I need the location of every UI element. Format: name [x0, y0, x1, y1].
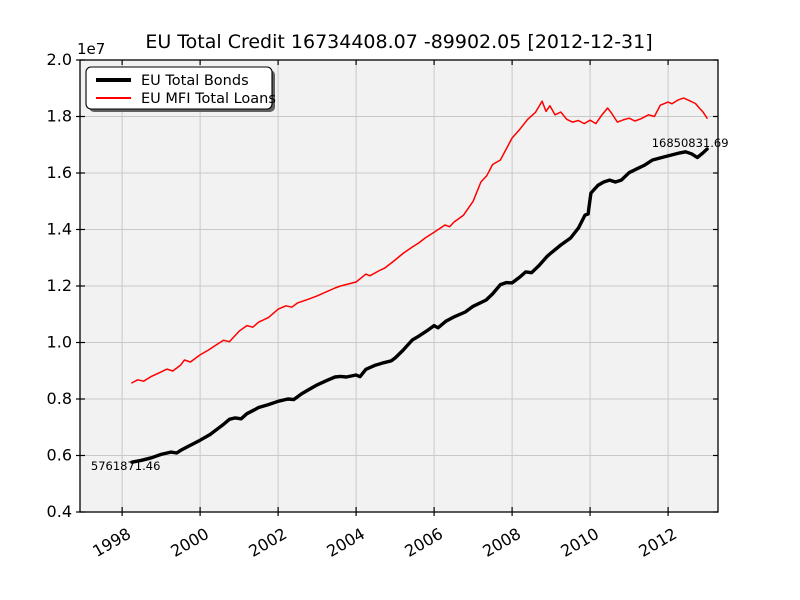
y-tick-label: 1.0 — [47, 333, 72, 352]
y-tick-label: 0.4 — [47, 502, 72, 521]
series-line-0 — [130, 147, 709, 464]
point-annotation: 16850831.69 — [652, 136, 729, 150]
y-tick-label: 1.8 — [47, 107, 72, 126]
series-line-1 — [131, 97, 708, 384]
x-tick-label: 2002 — [245, 524, 290, 561]
x-tick-label: 2006 — [401, 524, 446, 561]
x-tick-label: 2010 — [557, 524, 602, 561]
chart-title: EU Total Credit 16734408.07 -89902.05 [2… — [145, 31, 653, 53]
x-tick-label: 2008 — [479, 524, 524, 561]
legend-label: EU MFI Total Loans — [141, 91, 276, 107]
x-tick-label: 2012 — [635, 524, 680, 561]
tick-marks — [76, 59, 718, 516]
y-tick-label: 2.0 — [47, 50, 72, 69]
legend-label: EU Total Bonds — [141, 73, 249, 89]
y-tick-label: 1.6 — [47, 163, 72, 182]
y-tick-label: 0.6 — [47, 446, 72, 465]
annotations: 5761871.46 16850831.69 — [91, 136, 729, 473]
x-tick-label: 1998 — [89, 524, 134, 561]
y-tick-label: 0.8 — [47, 389, 72, 408]
x-tick-labels: 1998 2000 2002 2004 2006 2008 2010 2012 — [89, 524, 680, 561]
y-tick-label: 1.4 — [47, 220, 72, 239]
x-tick-label: 2004 — [323, 524, 368, 561]
y-tick-label: 1.2 — [47, 276, 72, 295]
y-tick-labels: 0.4 0.6 0.8 1.0 1.2 1.4 1.6 1.8 2.0 — [47, 50, 72, 521]
y-axis-offset-label: 1e7 — [77, 40, 106, 58]
legend: EU Total Bonds EU MFI Total Loans — [85, 66, 276, 112]
legend-box — [85, 66, 273, 110]
x-tick-label: 2000 — [167, 524, 212, 561]
point-annotation: 5761871.46 — [91, 459, 161, 473]
